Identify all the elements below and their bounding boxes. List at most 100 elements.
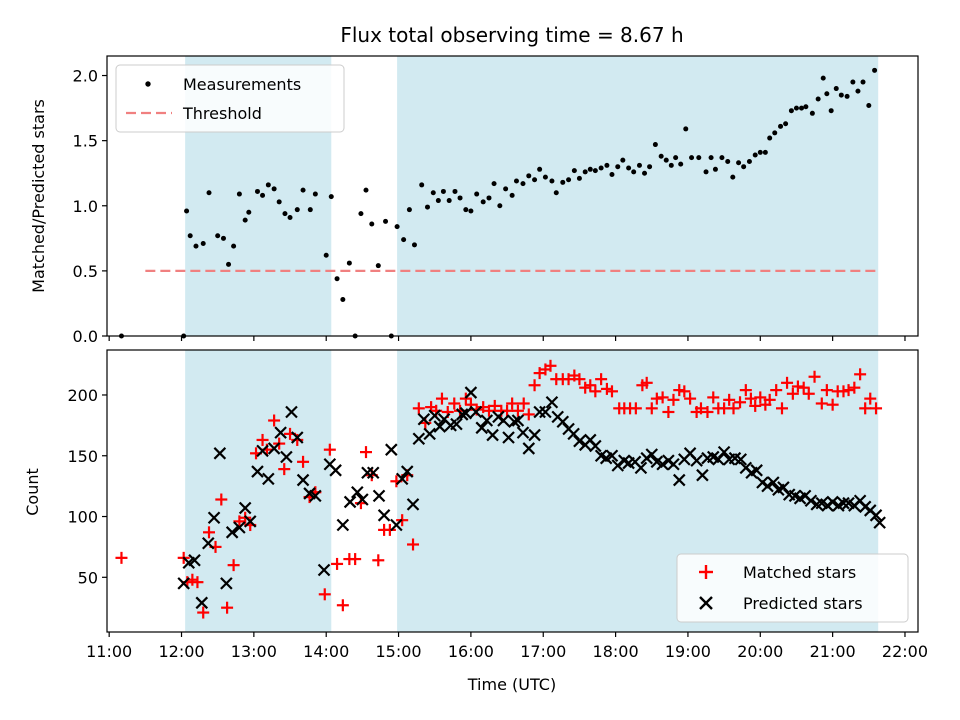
measurement-point [719,155,725,161]
x-tick-label: 16:00 [448,642,494,661]
y-tick-label: 50 [78,568,98,587]
measurement-point [788,108,794,114]
matched-star-point [291,433,304,446]
measurement-point [793,105,799,111]
predicted-star-point [469,405,483,419]
predicted-star-point [251,465,264,478]
predicted-star-point [238,501,252,515]
measurement-point [513,178,519,184]
predicted-star-point [761,479,774,493]
measurement-point [282,211,288,217]
x-axis-ticks: 11:00 12:00 13:00 14:00 15:00 16:00 17:00 18:00… [86,632,928,661]
matched-star-point [435,392,448,405]
measurement-point [206,190,212,196]
matched-star-point [645,402,658,415]
matched-star-point [754,391,767,404]
measurement-points [118,67,878,339]
predicted-star-point [356,493,369,506]
matched-star-point [727,402,740,415]
measurement-point [678,161,684,167]
measurement-point [246,209,252,215]
measurement-point [844,93,850,99]
measurement-point [463,207,469,213]
y-axis-ticks: 0.0 0.5 1.0 1.5 2.0 [73,67,107,346]
legend-bottom: Matched stars Predicted stars [676,553,909,623]
measurement-point [532,177,538,183]
predicted-star-point [213,447,227,460]
measurement-point [636,162,642,168]
measurement-point [419,182,425,188]
measurement-point [730,174,736,180]
predicted-star-point [869,509,883,522]
measurement-point [809,110,815,116]
measurement-point [294,207,300,213]
predicted-star-point [207,511,221,525]
measurement-point [855,88,861,94]
predicted-star-point [400,465,414,478]
measurement-point [323,252,329,258]
measurement-point [452,188,458,194]
predicted-star-point [428,409,442,422]
matched-star-point [640,376,653,389]
measurement-point [850,79,856,85]
measurement-point [815,96,821,102]
predicted-star-point [385,443,398,456]
matched-star-point [268,414,281,427]
x-axis-ticks [108,336,906,341]
chart-title: Flux total observing time = 8.67 h [340,23,683,47]
predicted-star-point [309,489,322,503]
measurement-point [187,233,193,239]
measurement-point [866,102,872,108]
matched-star-point [701,405,714,418]
measurement-point [375,263,381,269]
y-axis-ticks: 50 100 150 200 [67,386,107,587]
predicted-star-point [672,473,686,487]
measurement-point [872,67,878,73]
measurement-point [260,192,266,198]
matched-star-point [448,397,461,410]
measurement-point [480,199,486,205]
x-tick-label: 22:00 [882,642,928,661]
predicted-star-point [406,498,420,511]
measurement-point [626,165,632,171]
predicted-star-point [372,489,386,503]
predicted-star-point [243,515,257,528]
predicted-star-point [508,415,521,428]
measurement-point [689,155,695,161]
predicted-star-point [377,509,391,522]
predicted-star-point [767,476,780,489]
measurement-point [725,158,731,164]
matched-star-point [815,397,828,410]
matched-star-point [848,381,861,394]
x-tick-label: 21:00 [810,642,856,661]
measurement-point [300,187,306,193]
matched-star-point [595,373,608,386]
measurement-point [658,153,664,159]
matched-star-point [407,538,420,551]
measurement-point [307,207,313,213]
measurement-point [542,174,548,180]
observing-window-2 [397,56,879,336]
matched-star-point [739,384,752,397]
predicted-star-point [589,439,602,453]
measurement-point [642,170,648,176]
measurement-point [860,79,866,85]
y-tick-label: 200 [67,386,98,405]
y-tick-label: 1.0 [73,197,98,216]
plot-frame [106,55,919,337]
measurement-point [411,242,417,248]
predicted-star-point [274,426,287,439]
measurement-point [598,165,604,171]
predicted-star-point [502,431,515,444]
measurement-point [828,108,834,114]
legend-marker-predicted [699,596,713,610]
matched-star-point [589,385,602,398]
plot-frame [106,349,919,633]
measurement-point [767,135,773,141]
panel-counts: 50 100 150 200 11:00 12:00 13:00 14:00 15:00 16:… [23,349,928,694]
predicted-star-point [656,457,669,471]
predicted-star-point [573,434,586,448]
predicted-star-point [690,454,703,467]
measurement-point [571,168,577,174]
matched-star-point [349,553,362,566]
